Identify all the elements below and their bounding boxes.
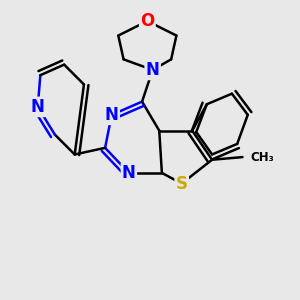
Text: N: N: [146, 61, 160, 79]
Text: N: N: [122, 164, 136, 182]
Text: O: O: [140, 12, 154, 30]
Text: N: N: [31, 98, 45, 116]
Text: CH₃: CH₃: [251, 151, 274, 164]
Text: N: N: [105, 106, 118, 124]
Text: S: S: [176, 175, 188, 193]
